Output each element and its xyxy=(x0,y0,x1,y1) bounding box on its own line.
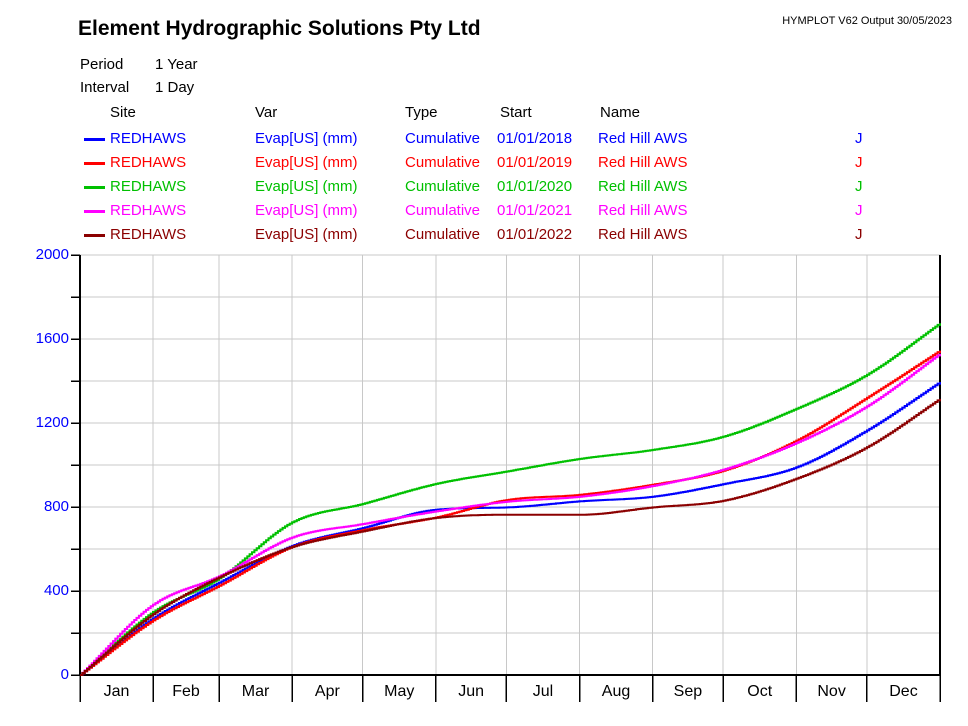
legend-cell-site: REDHAWS xyxy=(110,130,187,147)
legend-cell-quality-code: J xyxy=(855,154,863,171)
x-axis-month-label: Feb xyxy=(172,683,200,700)
series-color-swatch xyxy=(84,162,105,165)
legend-cell-start: 01/01/2021 xyxy=(497,202,573,219)
legend-cell-name: Red Hill AWS xyxy=(598,202,688,219)
legend-header-site: Site xyxy=(110,104,136,121)
interval-label: Interval xyxy=(80,79,130,96)
legend-cell-start: 01/01/2020 xyxy=(497,178,573,195)
legend-cell-var: Evap[US] (mm) xyxy=(255,226,358,243)
legend-cell-quality-code: J xyxy=(855,226,863,243)
series-line-2022 xyxy=(80,398,941,676)
series-line-2019 xyxy=(80,350,941,676)
legend-cell-name: Red Hill AWS xyxy=(598,178,688,195)
x-axis-month-label: Jul xyxy=(532,683,554,700)
x-axis-month-label: Jun xyxy=(458,683,484,700)
legend-cell-type: Cumulative xyxy=(405,202,481,219)
legend-cell-site: REDHAWS xyxy=(110,178,187,195)
x-axis-month-label: May xyxy=(384,683,415,700)
legend-cell-quality-code: J xyxy=(855,130,863,147)
legend-header-name: Name xyxy=(600,104,641,121)
y-axis-label: 1200 xyxy=(35,414,69,431)
version-stamp: HYMPLOT V62 Output 30/05/2023 xyxy=(782,15,952,27)
y-axis-label: 2000 xyxy=(35,246,69,263)
page-title: Element Hydrographic Solutions Pty Ltd xyxy=(78,17,481,40)
legend-cell-start: 01/01/2018 xyxy=(497,130,573,147)
x-axis-month-label: Nov xyxy=(817,683,846,700)
legend-cell-var: Evap[US] (mm) xyxy=(255,154,358,171)
x-axis-month-label: Aug xyxy=(601,683,631,700)
x-axis-month-label: Jan xyxy=(103,683,130,700)
y-axis-label: 800 xyxy=(43,498,69,515)
x-axis-month-label: Dec xyxy=(889,683,918,700)
y-axis-label: 1600 xyxy=(35,330,69,347)
x-axis-month-label: Mar xyxy=(241,683,270,700)
legend-cell-site: REDHAWS xyxy=(110,226,187,243)
legend-cell-name: Red Hill AWS xyxy=(598,130,688,147)
x-axis-month-label: Sep xyxy=(673,683,703,700)
y-axis-label: 0 xyxy=(60,666,69,683)
legend-cell-name: Red Hill AWS xyxy=(598,226,688,243)
interval-value: 1 Day xyxy=(155,79,195,96)
x-axis-month-label: Oct xyxy=(747,683,773,700)
period-label: Period xyxy=(80,56,124,73)
legend-cell-quality-code: J xyxy=(855,202,863,219)
legend-header-var: Var xyxy=(255,104,278,121)
series-color-swatch xyxy=(84,138,105,141)
legend-header-type: Type xyxy=(405,104,438,121)
legend-cell-var: Evap[US] (mm) xyxy=(255,178,358,195)
legend-cell-site: REDHAWS xyxy=(110,154,187,171)
legend-cell-type: Cumulative xyxy=(405,226,481,243)
legend-cell-type: Cumulative xyxy=(405,154,481,171)
legend-cell-type: Cumulative xyxy=(405,130,481,147)
legend-cell-quality-code: J xyxy=(855,178,863,195)
period-value: 1 Year xyxy=(155,56,198,73)
series-line-2018 xyxy=(80,382,941,676)
series-color-swatch xyxy=(84,210,105,213)
legend-cell-var: Evap[US] (mm) xyxy=(255,130,358,147)
legend-cell-start: 01/01/2019 xyxy=(497,154,573,171)
legend-cell-start: 01/01/2022 xyxy=(497,226,573,243)
y-axis-label: 400 xyxy=(43,582,69,599)
series-color-swatch xyxy=(84,186,105,189)
series-color-swatch xyxy=(84,234,105,237)
legend-header-start: Start xyxy=(500,104,532,121)
legend-cell-type: Cumulative xyxy=(405,178,481,195)
x-axis-month-label: Apr xyxy=(314,683,340,700)
legend-cell-site: REDHAWS xyxy=(110,202,187,219)
legend-cell-var: Evap[US] (mm) xyxy=(255,202,358,219)
legend-cell-name: Red Hill AWS xyxy=(598,154,688,171)
